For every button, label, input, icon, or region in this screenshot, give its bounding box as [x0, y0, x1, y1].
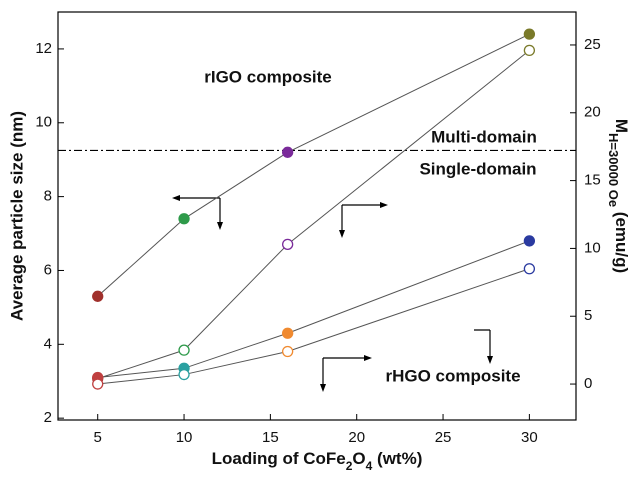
arrow-head	[172, 195, 180, 201]
marker	[523, 235, 536, 247]
annotation: rIGO composite	[204, 67, 332, 86]
x-tick-label: 15	[262, 429, 279, 446]
x-tick-label: 25	[435, 429, 452, 446]
marker	[281, 146, 294, 158]
y-tick-label: 6	[44, 261, 52, 278]
marker	[178, 213, 190, 225]
y-tick-label: 4	[44, 335, 52, 352]
marker	[92, 290, 104, 302]
marker	[281, 345, 294, 358]
y2-tick-label: 20	[584, 104, 601, 121]
marker	[178, 344, 190, 356]
x-axis-label-part: O	[352, 449, 365, 468]
series-line	[97, 240, 530, 379]
arrow-head	[339, 230, 345, 238]
y2-tick-label: 5	[584, 307, 592, 324]
x-axis-label: Loading of CoFe2O4 (wt%)	[212, 449, 423, 473]
arrow-head	[380, 202, 388, 208]
arrow	[176, 197, 221, 226]
y2-tick-label: 10	[584, 239, 601, 256]
y2-axis-label-part: (emu/g)	[612, 207, 631, 273]
annotation: Multi-domain	[431, 127, 537, 146]
y-tick-label: 8	[44, 188, 52, 205]
x-axis-label-part: Loading of CoFe	[212, 449, 346, 468]
arrow-head	[487, 356, 493, 364]
y2-axis-label-part: M	[612, 119, 631, 133]
arrow-heads	[172, 195, 493, 392]
annotation: Single-domain	[419, 159, 536, 178]
annotation: rHGO composite	[385, 366, 520, 385]
marker	[281, 238, 294, 250]
y2-tick-label: 0	[584, 375, 592, 392]
series-line	[97, 268, 530, 385]
series-line	[97, 33, 530, 297]
y-tick-label: 2	[44, 409, 52, 426]
x-tick-label: 30	[521, 429, 538, 446]
series-line	[97, 49, 530, 380]
arrows	[176, 197, 491, 388]
x-axis-label-part: (wt%)	[372, 449, 422, 468]
arrow-head	[320, 384, 326, 392]
arrow	[322, 357, 368, 388]
y2-tick-label: 15	[584, 172, 601, 189]
y2-axis-label-part: H=30000 Oe	[606, 133, 621, 207]
y2-tick-label: 25	[584, 36, 601, 53]
x-tick-label: 5	[94, 429, 102, 446]
y-tick-label: 12	[35, 40, 52, 57]
x-tick-label: 10	[176, 429, 193, 446]
x-axis-label-part: 2	[346, 459, 353, 473]
marker	[523, 28, 536, 40]
arrow	[474, 329, 491, 360]
y2-axis-label: MH=30000 Oe (emu/g)	[606, 119, 630, 273]
marker	[281, 327, 294, 339]
x-axis-label-part: 4	[366, 459, 373, 473]
arrow-head	[217, 222, 223, 230]
marker	[523, 44, 536, 57]
y-axis-label: Average particle size (nm)	[7, 111, 26, 321]
marker	[523, 263, 536, 275]
y-tick-label: 10	[35, 114, 52, 131]
arrow	[341, 204, 384, 234]
plot-frame	[57, 11, 577, 421]
marker	[92, 378, 104, 390]
arrow-head	[364, 355, 372, 361]
marker	[178, 368, 190, 381]
x-tick-label: 20	[348, 429, 365, 446]
